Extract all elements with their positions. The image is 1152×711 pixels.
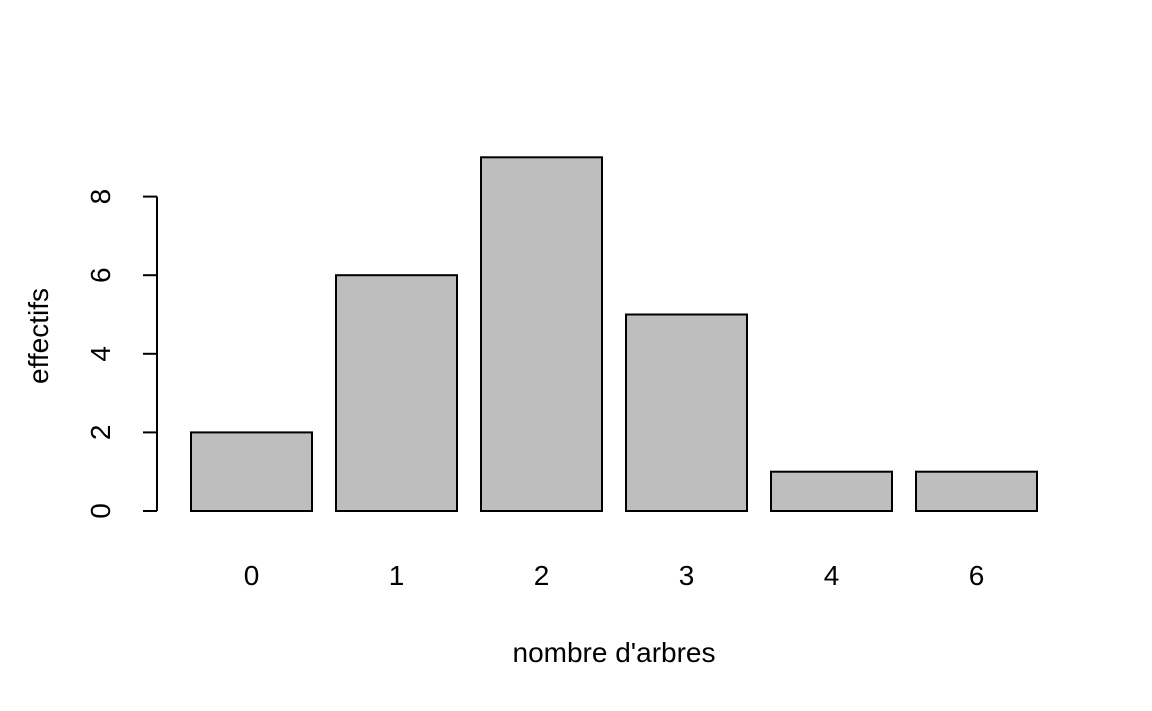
x-tick-label: 6 (969, 560, 985, 591)
bar-3 (625, 313, 748, 512)
x-tick-label: 0 (244, 560, 260, 591)
y-tick-label: 2 (85, 425, 116, 441)
y-axis: 0 2 4 6 8 (85, 189, 158, 519)
bars-group (190, 156, 1038, 513)
x-tick-labels: 0 1 2 3 4 6 (244, 560, 985, 591)
y-axis-title: effectifs (23, 288, 54, 384)
y-tick-label: 8 (85, 189, 116, 205)
x-axis-title: nombre d'arbres (513, 637, 716, 668)
bar-4 (770, 470, 893, 513)
y-tick-label: 6 (85, 267, 116, 283)
bar-1 (335, 274, 458, 513)
y-tick-label: 0 (85, 503, 116, 519)
x-tick-label: 3 (679, 560, 695, 591)
x-tick-label: 1 (389, 560, 405, 591)
x-tick-label: 4 (824, 560, 840, 591)
y-tick-label: 4 (85, 346, 116, 362)
bar-6 (915, 470, 1038, 513)
bar-2 (480, 156, 603, 513)
bar-0 (190, 431, 313, 512)
x-tick-label: 2 (534, 560, 550, 591)
